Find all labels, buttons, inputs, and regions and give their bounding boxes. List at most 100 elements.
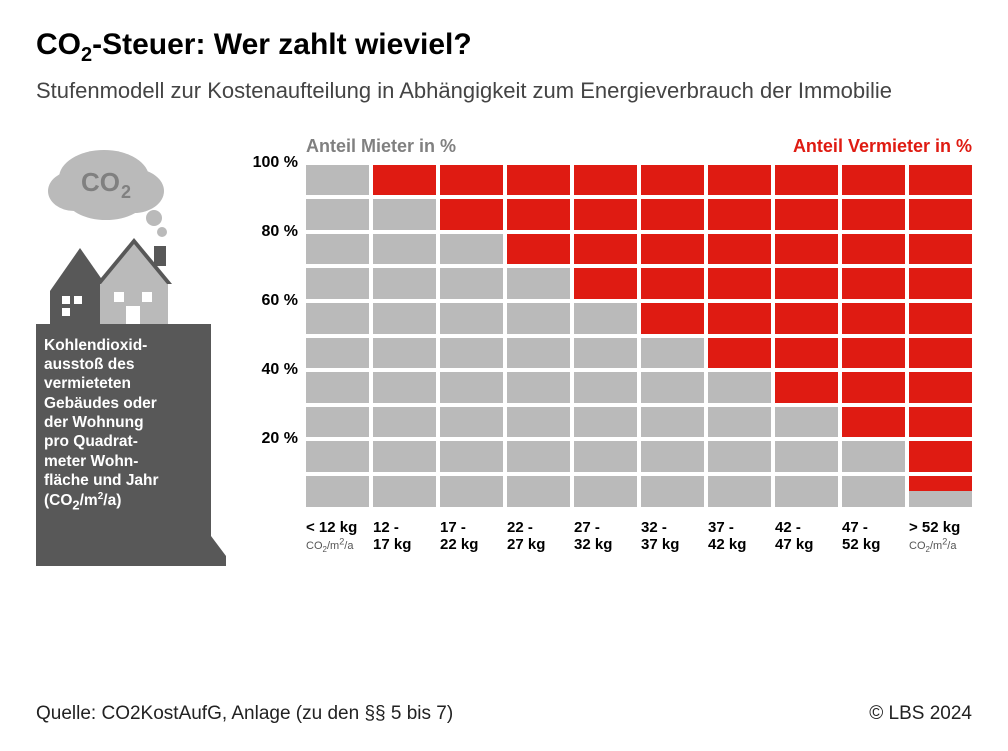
bar-cell — [708, 476, 771, 507]
bar-cell — [842, 338, 905, 369]
bar-cell — [641, 303, 704, 334]
bar-cell — [440, 234, 503, 265]
bar-cell — [909, 303, 972, 334]
bar-cell — [842, 199, 905, 230]
bar-cell — [708, 407, 771, 438]
y-tick: 20 % — [262, 430, 298, 448]
copyright-text: © LBS 2024 — [869, 703, 972, 725]
bar-cell — [775, 234, 838, 265]
bar-cell — [708, 441, 771, 472]
bar-cell — [909, 199, 972, 230]
x-label: 37 -42 kg — [708, 519, 771, 555]
bar-cell — [440, 303, 503, 334]
bar-cell — [641, 407, 704, 438]
bar-cell — [842, 372, 905, 403]
x-label: 22 -27 kg — [507, 519, 570, 555]
y-tick: 60 % — [262, 292, 298, 310]
bar-column — [574, 163, 637, 509]
title-pre: CO — [36, 28, 81, 61]
bar-cell — [909, 165, 972, 196]
bar-cell — [373, 303, 436, 334]
bar-cell — [507, 476, 570, 507]
bar-cell — [708, 165, 771, 196]
x-label: > 52 kgCO2/m2/a — [909, 519, 972, 555]
bar-cell — [641, 372, 704, 403]
bar-cell — [574, 199, 637, 230]
bar-cell — [842, 441, 905, 472]
bar-cell — [842, 407, 905, 438]
co2-cloud: CO 2 — [48, 150, 167, 237]
bar-cell — [842, 165, 905, 196]
bar-cell — [574, 165, 637, 196]
bar-cell — [507, 441, 570, 472]
bar-cell — [641, 234, 704, 265]
bar-cell — [708, 372, 771, 403]
bar-cell — [708, 268, 771, 299]
bar-cell — [306, 234, 369, 265]
bar-cell — [909, 441, 972, 472]
bar-cell — [574, 372, 637, 403]
bar-cell — [574, 407, 637, 438]
bar-cell — [775, 199, 838, 230]
left-column: CO 2 — [36, 136, 226, 555]
bar-cell — [440, 338, 503, 369]
bar-cell — [373, 199, 436, 230]
bar-cell — [306, 338, 369, 369]
house-illustration: CO 2 — [36, 136, 226, 326]
bar-cell — [306, 268, 369, 299]
bar-cell — [507, 372, 570, 403]
legend-vermieter: Anteil Vermieter in % — [793, 136, 972, 157]
page-title: CO2-Steuer: Wer zahlt wieviel? — [36, 28, 972, 67]
bar-cell — [306, 476, 369, 507]
bar-cell — [507, 268, 570, 299]
bar-cell — [373, 338, 436, 369]
bar-cell — [306, 199, 369, 230]
bar-cell — [842, 303, 905, 334]
bar-column — [708, 163, 771, 509]
bar-cell — [909, 476, 972, 507]
bar-cell — [641, 268, 704, 299]
x-label: 32 -37 kg — [641, 519, 704, 555]
bar-cell — [909, 268, 972, 299]
legend-mieter: Anteil Mieter in % — [306, 136, 456, 157]
bar-cell — [306, 165, 369, 196]
bar-column — [306, 163, 369, 509]
bar-cell — [373, 441, 436, 472]
bar-cell — [574, 338, 637, 369]
bar-cell — [507, 338, 570, 369]
bar-column — [909, 163, 972, 509]
bar-cell — [440, 476, 503, 507]
bar-cell — [909, 338, 972, 369]
bar-cell — [373, 476, 436, 507]
bar-cell — [641, 338, 704, 369]
bar-column — [641, 163, 704, 509]
bar-cell — [909, 372, 972, 403]
bar-column — [775, 163, 838, 509]
bar-cell — [306, 441, 369, 472]
bar-cell — [306, 407, 369, 438]
bar-cell — [507, 165, 570, 196]
x-label: 42 -47 kg — [775, 519, 838, 555]
bar-cell — [306, 372, 369, 403]
bar-column — [507, 163, 570, 509]
bar-cell — [373, 268, 436, 299]
bar-cell — [842, 476, 905, 507]
y-tick: 100 % — [253, 154, 298, 172]
bar-cell — [507, 303, 570, 334]
bar-cell — [373, 407, 436, 438]
bar-cell — [641, 199, 704, 230]
bar-cell — [373, 234, 436, 265]
x-axis-labels: < 12 kgCO2/m2/a12 -17 kg17 -22 kg22 -27 … — [306, 519, 972, 555]
x-label: 27 -32 kg — [574, 519, 637, 555]
bar-cell — [373, 165, 436, 196]
x-label: 47 -52 kg — [842, 519, 905, 555]
bar-cell — [440, 407, 503, 438]
bar-cell — [574, 303, 637, 334]
y-tick: 80 % — [262, 223, 298, 241]
title-post: -Steuer: Wer zahlt wieviel? — [92, 28, 472, 61]
bar-cell — [842, 234, 905, 265]
bar-cell — [507, 234, 570, 265]
x-label: 17 -22 kg — [440, 519, 503, 555]
bar-cell — [708, 338, 771, 369]
x-label: < 12 kgCO2/m2/a — [306, 519, 369, 555]
